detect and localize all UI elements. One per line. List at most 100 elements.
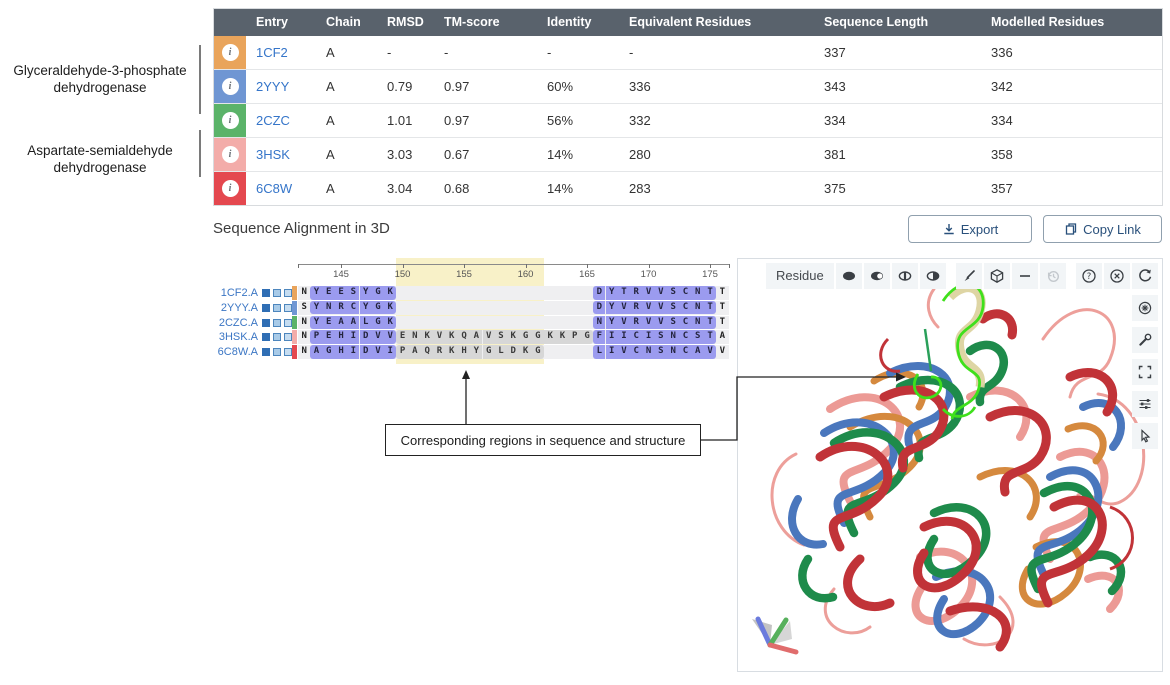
residue-cell[interactable]: A bbox=[408, 345, 421, 359]
residue-cell[interactable]: V bbox=[384, 330, 397, 344]
residue-cell[interactable]: I bbox=[384, 345, 397, 359]
residue-cell[interactable]: N bbox=[301, 316, 307, 327]
residue-cell[interactable]: Y bbox=[310, 315, 323, 330]
residue-cell[interactable]: L bbox=[494, 345, 508, 359]
residue-cell[interactable]: S bbox=[667, 286, 680, 300]
residue-cell[interactable]: K bbox=[384, 300, 397, 315]
controls-button[interactable] bbox=[1132, 391, 1158, 417]
residue-cell[interactable]: S bbox=[494, 330, 508, 344]
residue-cell[interactable]: I bbox=[617, 330, 631, 344]
entry-link[interactable]: 1CF2 bbox=[256, 45, 288, 60]
residue-cell[interactable]: E bbox=[322, 286, 335, 300]
alignment-row-toggle-3[interactable] bbox=[284, 318, 292, 327]
residue-cell[interactable]: H bbox=[457, 345, 471, 359]
residue-cell[interactable]: T bbox=[719, 287, 726, 297]
alignment-row-label[interactable]: 2YYY.A bbox=[220, 301, 258, 314]
residue-cell[interactable]: V bbox=[642, 300, 655, 315]
help-button[interactable]: ? bbox=[1075, 263, 1102, 289]
residue-cell[interactable]: F bbox=[593, 330, 606, 344]
residue-cell[interactable]: D bbox=[359, 345, 372, 359]
residue-cell[interactable]: H bbox=[334, 345, 348, 359]
residue-cell[interactable]: S bbox=[667, 315, 680, 330]
alignment-row-toggle-1[interactable] bbox=[262, 289, 270, 297]
residue-cell[interactable]: H bbox=[334, 330, 348, 344]
residue-cell[interactable]: G bbox=[519, 330, 532, 344]
alignment-row-toggle-3[interactable] bbox=[284, 303, 292, 312]
residue-cell[interactable]: Y bbox=[470, 345, 483, 359]
residue-cell[interactable]: C bbox=[630, 330, 643, 344]
residue-cell[interactable]: K bbox=[507, 330, 520, 344]
residue-cell[interactable]: R bbox=[433, 345, 446, 359]
residue-cell[interactable]: D bbox=[593, 286, 606, 300]
residue-cell[interactable]: Y bbox=[605, 300, 618, 315]
residue-cell[interactable]: E bbox=[396, 330, 409, 344]
close-button[interactable] bbox=[1103, 263, 1130, 289]
residue-cell[interactable]: S bbox=[654, 345, 667, 359]
residue-cell[interactable]: C bbox=[347, 300, 360, 315]
info-icon[interactable]: i bbox=[221, 112, 239, 129]
residue-cell[interactable]: N bbox=[667, 345, 680, 359]
residue-cell[interactable]: D bbox=[507, 345, 520, 359]
alignment-row-toggle-1[interactable] bbox=[262, 348, 270, 357]
residue-cell[interactable]: V bbox=[642, 315, 655, 330]
alignment-row-label[interactable]: 3HSK.A bbox=[218, 331, 258, 344]
residue-cell[interactable]: V bbox=[482, 330, 495, 344]
residue-cell[interactable]: R bbox=[630, 300, 643, 315]
residue-cell[interactable]: P bbox=[396, 345, 409, 359]
residue-cell[interactable]: A bbox=[347, 315, 360, 330]
residue-cell[interactable]: K bbox=[519, 345, 532, 359]
residue-cell[interactable]: D bbox=[593, 300, 606, 315]
residue-cell[interactable]: R bbox=[334, 300, 348, 315]
residue-cell[interactable]: C bbox=[679, 330, 692, 344]
residue-cell[interactable]: I bbox=[347, 345, 360, 359]
residue-cell[interactable]: V bbox=[719, 346, 726, 357]
residue-cell[interactable]: Q bbox=[457, 330, 471, 344]
alignment-row-label[interactable]: 1CF2.A bbox=[220, 287, 258, 299]
residue-cell[interactable]: K bbox=[384, 315, 397, 330]
residue-cell[interactable]: G bbox=[580, 330, 594, 344]
residue-cell[interactable]: V bbox=[642, 286, 655, 300]
residue-cell[interactable]: T bbox=[617, 286, 631, 300]
residue-cell[interactable]: N bbox=[593, 315, 606, 330]
residue-cell[interactable]: V bbox=[433, 330, 446, 344]
residue-cell[interactable]: N bbox=[642, 345, 655, 359]
residue-cell[interactable]: P bbox=[310, 330, 323, 344]
residue-cell[interactable]: G bbox=[371, 315, 385, 330]
table-row[interactable]: i 3HSK A 3.03 0.67 14% 280 381 358 bbox=[214, 138, 1162, 172]
residue-cell[interactable]: E bbox=[334, 286, 348, 300]
alignment-row-label[interactable]: 6C8W.A bbox=[217, 346, 258, 359]
residue-cell[interactable]: A bbox=[719, 331, 726, 342]
residue-cell[interactable]: V bbox=[654, 315, 667, 330]
residue-cell[interactable]: S bbox=[654, 330, 667, 344]
residue-cell[interactable]: N bbox=[667, 330, 680, 344]
table-row[interactable]: i 2YYY A 0.79 0.97 60% 336 343 342 bbox=[214, 70, 1162, 104]
residue-cell[interactable]: K bbox=[556, 330, 569, 344]
alignment-row-toggle-2[interactable] bbox=[273, 303, 281, 312]
alignment-row-toggle-2[interactable] bbox=[273, 348, 281, 357]
reset-camera-button[interactable] bbox=[1132, 263, 1158, 289]
residue-cell[interactable]: V bbox=[371, 330, 385, 344]
residue-cell[interactable]: C bbox=[630, 345, 643, 359]
residue-cell[interactable]: N bbox=[408, 330, 421, 344]
residue-cell[interactable]: Y bbox=[359, 300, 372, 315]
residue-cell[interactable]: N bbox=[691, 315, 704, 330]
residue-cell[interactable]: A bbox=[310, 345, 323, 359]
alignment-row-toggle-1[interactable] bbox=[262, 333, 270, 342]
alignment-row-toggle-3[interactable] bbox=[284, 333, 292, 342]
residue-cell[interactable]: A bbox=[691, 345, 704, 359]
residue-cell[interactable]: Q bbox=[421, 345, 434, 359]
residue-cell[interactable]: P bbox=[568, 330, 581, 344]
info-icon[interactable]: i bbox=[221, 78, 239, 95]
table-row[interactable]: i 1CF2 A - - - - 337 336 bbox=[214, 36, 1162, 70]
residue-cell[interactable]: V bbox=[617, 345, 631, 359]
residue-cell[interactable]: Y bbox=[605, 315, 618, 330]
residue-cell[interactable]: G bbox=[322, 345, 335, 359]
residue-cell[interactable]: Y bbox=[359, 286, 372, 300]
table-row[interactable]: i 6C8W A 3.04 0.68 14% 283 375 357 bbox=[214, 172, 1162, 205]
residue-cell[interactable]: S bbox=[347, 286, 360, 300]
granularity-selector[interactable]: Residue bbox=[766, 263, 834, 289]
residue-cell[interactable]: Y bbox=[310, 286, 323, 300]
residue-cell[interactable]: C bbox=[679, 345, 692, 359]
residue-cell[interactable]: N bbox=[322, 300, 335, 315]
screenshot-button[interactable] bbox=[1132, 295, 1158, 321]
